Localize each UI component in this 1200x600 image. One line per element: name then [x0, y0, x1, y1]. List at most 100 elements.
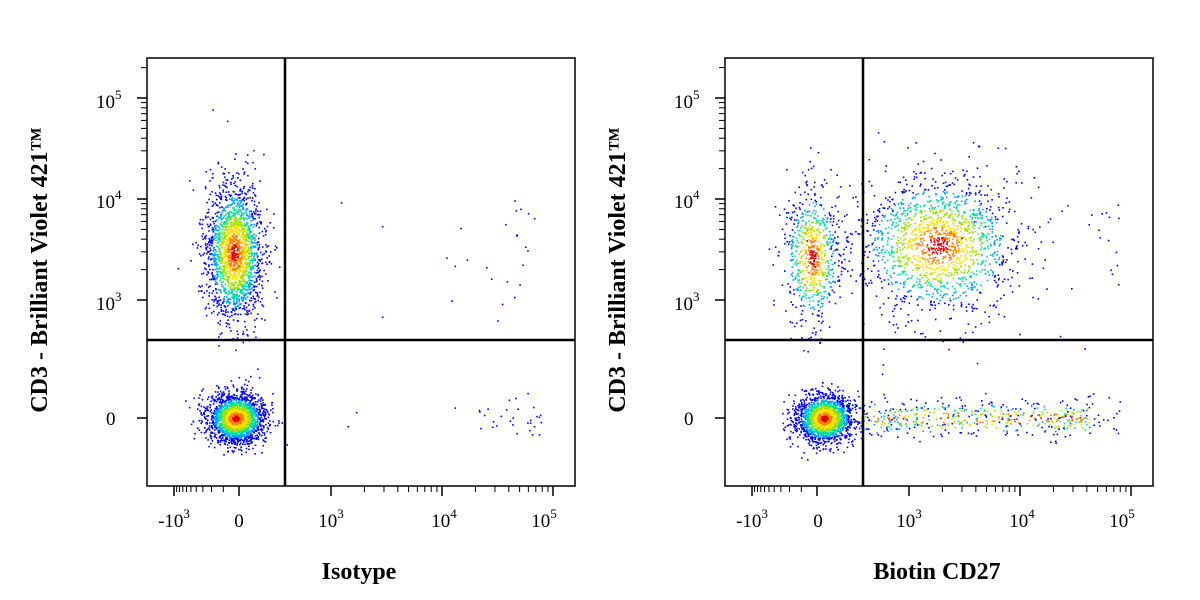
- event-dot: [250, 215, 252, 218]
- event-dot: [226, 437, 228, 439]
- event-dot: [251, 242, 254, 245]
- event-dot: [235, 306, 237, 308]
- event-dot: [791, 216, 793, 219]
- event-dot: [801, 337, 803, 339]
- event-dot: [233, 228, 235, 231]
- event-dot: [236, 270, 239, 273]
- event-dot: [828, 212, 831, 214]
- event-dot: [274, 245, 277, 247]
- event-dot: [246, 208, 249, 210]
- event-dot: [248, 304, 250, 306]
- event-dot: [234, 293, 236, 296]
- event-dot: [228, 390, 230, 392]
- event-dot: [240, 291, 242, 294]
- event-dot: [253, 420, 255, 423]
- event-dot: [807, 254, 809, 256]
- event-dot: [804, 285, 807, 287]
- event-dot: [274, 249, 276, 251]
- event-dot: [252, 245, 254, 248]
- event-dot: [259, 410, 261, 413]
- event-dot: [817, 151, 820, 154]
- event-dot: [218, 312, 220, 314]
- event-dot: [243, 248, 246, 250]
- event-dot: [263, 434, 266, 436]
- event-dot: [805, 232, 808, 234]
- event-dot: [252, 411, 255, 413]
- event-dot: [230, 396, 232, 398]
- event-dot: [251, 214, 253, 216]
- event-dot: [259, 278, 261, 281]
- event-dot: [217, 253, 219, 256]
- event-dot: [221, 392, 223, 394]
- event-dot: [223, 305, 226, 307]
- event-dot: [222, 394, 225, 397]
- event-dot: [539, 414, 542, 417]
- event-dot: [213, 277, 215, 279]
- event-dot: [204, 186, 207, 188]
- event-dot: [805, 244, 807, 247]
- event-dot: [250, 283, 253, 285]
- event-dot: [235, 426, 238, 428]
- event-dot: [252, 215, 254, 218]
- event-dot: [204, 236, 207, 238]
- event-dot: [240, 247, 242, 249]
- event-dot: [230, 270, 233, 273]
- event-dot: [246, 218, 248, 221]
- event-dot: [244, 238, 246, 241]
- event-dot: [256, 205, 258, 208]
- event-dot: [237, 204, 239, 207]
- event-dot: [248, 240, 251, 243]
- event-dot: [247, 313, 249, 315]
- event-dot: [224, 185, 227, 188]
- event-dot: [817, 228, 819, 231]
- event-dot: [238, 423, 240, 425]
- event-dot: [240, 200, 242, 202]
- event-dot: [216, 300, 219, 302]
- event-dot: [258, 411, 260, 413]
- event-dot: [234, 442, 237, 444]
- event-dot: [222, 269, 224, 272]
- event-dot: [381, 316, 384, 319]
- event-dot: [230, 429, 233, 432]
- event-dot: [258, 244, 261, 246]
- event-dot: [207, 415, 210, 417]
- event-dot: [219, 216, 221, 218]
- event-dot: [219, 228, 221, 230]
- event-dot: [236, 296, 238, 298]
- event-dot: [199, 409, 201, 412]
- event-dot: [220, 306, 222, 309]
- event-dot: [235, 286, 237, 289]
- event-dot: [227, 233, 229, 235]
- event-dot: [228, 226, 230, 228]
- event-dot: [805, 221, 807, 224]
- event-dot: [815, 265, 818, 268]
- event-dot: [815, 236, 818, 238]
- event-dot: [229, 316, 231, 318]
- event-dot: [223, 208, 225, 210]
- event-dot: [247, 240, 249, 242]
- event-dot: [223, 300, 225, 303]
- event-dot: [797, 269, 799, 272]
- event-dot: [236, 185, 238, 188]
- event-dot: [216, 406, 218, 409]
- event-dot: [225, 262, 228, 265]
- event-dot: [205, 306, 207, 309]
- event-dot: [226, 424, 228, 427]
- event-dot: [233, 440, 236, 442]
- event-dot: [206, 421, 208, 424]
- event-dot: [261, 407, 263, 409]
- event-dot: [248, 252, 251, 254]
- event-dot: [206, 252, 208, 255]
- event-dot: [194, 432, 196, 435]
- event-dot: [252, 265, 254, 267]
- event-dot: [832, 215, 835, 217]
- event-dot: [193, 397, 195, 400]
- event-dot: [814, 254, 817, 257]
- event-dot: [788, 241, 791, 243]
- event-dot: [224, 176, 226, 179]
- event-dot: [219, 280, 221, 282]
- event-dot: [265, 437, 267, 439]
- event-dot: [227, 409, 230, 411]
- event-dot: [219, 223, 221, 225]
- event-dot: [241, 299, 244, 302]
